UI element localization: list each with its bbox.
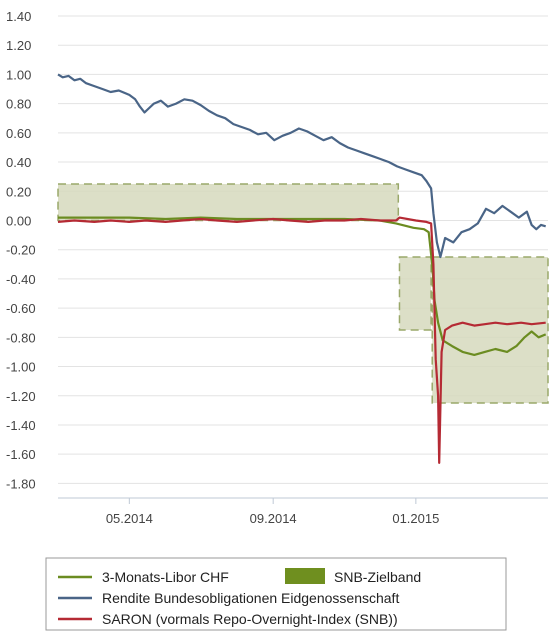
y-tick-label: -1.20 [6, 389, 36, 404]
snb-zielband-area [57, 183, 549, 404]
legend-libor-label: 3-Monats-Libor CHF [102, 569, 229, 585]
band-segment [57, 183, 400, 222]
legend-rendite-label: Rendite Bundesobligationen Eidgenossensc… [102, 590, 399, 606]
y-tick-label: 0.40 [6, 155, 31, 170]
y-tick-label: 0.60 [6, 126, 31, 141]
legend-saron-label: SARON (vormals Repo-Overnight-Index (SNB… [102, 611, 398, 627]
legend-band-label: SNB-Zielband [334, 569, 421, 585]
band-segment [398, 256, 432, 331]
legend-box [45, 557, 507, 631]
y-tick-label: -0.20 [6, 243, 36, 258]
legend-band-swatch [285, 568, 325, 584]
series-line [58, 216, 547, 356]
series-line [57, 216, 546, 464]
axes: 1.40 1.20 1.00 0.80 0.60 0.40 0.20 0.00 -0.20 -0.… [6, 9, 548, 526]
y-tick-label: 1.40 [6, 9, 31, 24]
y-tick-label: -1.80 [6, 476, 36, 491]
y-tick-label: -0.80 [6, 330, 36, 345]
x-tick-label: 09.2014 [250, 511, 297, 526]
band-segment [431, 256, 549, 404]
x-tick-label: 01.2015 [392, 511, 439, 526]
y-tick-label: 1.00 [6, 67, 31, 82]
y-tick-label: -1.60 [6, 447, 36, 462]
y-tick-label: 1.20 [6, 38, 31, 53]
y-tick-label: -0.60 [6, 301, 36, 316]
y-tick-label: 0.00 [6, 213, 31, 228]
y-tick-label: 0.80 [6, 97, 31, 112]
y-tick-label: -1.40 [6, 418, 36, 433]
y-tick-label: -1.00 [6, 360, 36, 375]
x-tick-label: 05.2014 [106, 511, 153, 526]
y-tick-label: -0.40 [6, 272, 36, 287]
legend: 3-Monats-Libor CHF SNB-Zielband Rendite … [45, 557, 507, 631]
series-line [57, 73, 547, 259]
series-lines [57, 73, 547, 464]
grid [58, 15, 548, 484]
y-tick-label: 0.20 [6, 184, 31, 199]
